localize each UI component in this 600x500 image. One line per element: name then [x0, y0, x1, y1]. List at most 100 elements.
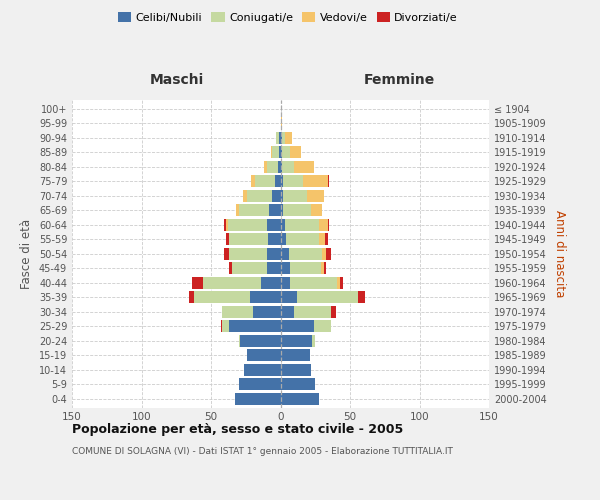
Bar	[271, 146, 281, 158]
Bar	[222, 306, 281, 318]
Bar	[281, 378, 315, 390]
Bar	[266, 248, 281, 260]
Bar	[191, 277, 281, 288]
Bar	[250, 292, 281, 303]
Bar	[244, 364, 281, 376]
Text: Maschi: Maschi	[150, 74, 204, 88]
Bar	[277, 132, 281, 143]
Bar	[281, 190, 283, 202]
Text: Popolazione per età, sesso e stato civile - 2005: Popolazione per età, sesso e stato civil…	[72, 422, 403, 436]
Bar	[272, 146, 281, 158]
Bar	[281, 262, 290, 274]
Bar	[229, 320, 281, 332]
Bar	[221, 320, 281, 332]
Bar	[244, 364, 281, 376]
Bar	[235, 393, 281, 404]
Bar	[281, 262, 323, 274]
Bar	[251, 176, 281, 187]
Bar	[247, 350, 281, 361]
Bar	[281, 320, 331, 332]
Bar	[222, 320, 281, 332]
Bar	[281, 176, 329, 187]
Bar	[281, 132, 292, 143]
Bar	[281, 161, 282, 172]
Bar	[239, 378, 281, 390]
Bar	[281, 306, 331, 318]
Bar	[264, 161, 281, 172]
Bar	[194, 292, 281, 303]
Bar	[281, 262, 321, 274]
Bar	[281, 335, 315, 346]
Bar	[281, 234, 325, 245]
Bar	[281, 364, 311, 376]
Bar	[281, 161, 314, 172]
Bar	[281, 146, 301, 158]
Bar	[281, 234, 328, 245]
Bar	[281, 219, 329, 230]
Bar	[281, 292, 365, 303]
Bar	[281, 132, 292, 143]
Bar	[251, 176, 281, 187]
Bar	[281, 204, 311, 216]
Bar	[281, 350, 310, 361]
Bar	[281, 219, 284, 230]
Bar	[244, 364, 281, 376]
Bar	[281, 161, 295, 172]
Bar	[281, 118, 282, 129]
Bar	[281, 248, 326, 260]
Bar	[275, 176, 281, 187]
Bar	[281, 190, 323, 202]
Bar	[235, 393, 281, 404]
Bar	[281, 161, 314, 172]
Bar	[224, 248, 281, 260]
Bar	[281, 204, 322, 216]
Bar	[189, 292, 281, 303]
Bar	[253, 306, 281, 318]
Bar	[281, 335, 315, 346]
Bar	[281, 350, 310, 361]
Bar	[281, 277, 290, 288]
Bar	[269, 204, 281, 216]
Bar	[266, 161, 281, 172]
Bar	[281, 393, 319, 404]
Bar	[281, 320, 314, 332]
Bar	[281, 350, 310, 361]
Bar	[281, 335, 315, 346]
Bar	[227, 219, 281, 230]
Bar	[281, 219, 328, 230]
Bar	[281, 176, 283, 187]
Bar	[281, 378, 315, 390]
Bar	[224, 219, 281, 230]
Bar	[236, 204, 281, 216]
Bar	[232, 262, 281, 274]
Bar	[229, 234, 281, 245]
Bar	[279, 132, 281, 143]
Bar	[229, 234, 281, 245]
Bar	[268, 234, 281, 245]
Bar	[281, 176, 303, 187]
Bar	[281, 190, 323, 202]
Bar	[279, 146, 281, 158]
Bar	[281, 364, 311, 376]
Bar	[281, 306, 331, 318]
Y-axis label: Anni di nascita: Anni di nascita	[553, 210, 566, 298]
Bar	[281, 248, 322, 260]
Bar	[281, 190, 307, 202]
Bar	[239, 204, 281, 216]
Bar	[281, 306, 336, 318]
Bar	[203, 277, 281, 288]
Bar	[222, 306, 281, 318]
Bar	[281, 364, 311, 376]
Bar	[281, 393, 319, 404]
Bar	[281, 378, 315, 390]
Bar	[281, 146, 301, 158]
Bar	[277, 132, 281, 143]
Bar	[239, 378, 281, 390]
Bar	[272, 190, 281, 202]
Bar	[256, 176, 281, 187]
Bar	[281, 204, 283, 216]
Bar	[281, 320, 331, 332]
Bar	[264, 161, 281, 172]
Bar	[240, 335, 281, 346]
Bar	[235, 393, 281, 404]
